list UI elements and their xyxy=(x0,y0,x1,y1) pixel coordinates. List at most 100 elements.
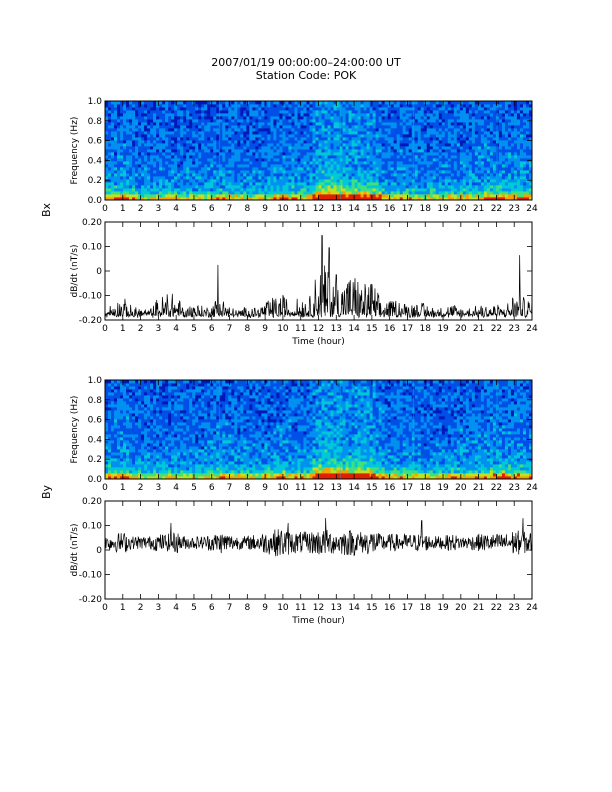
spectrogram-cell xyxy=(195,140,199,144)
spectrogram-cell xyxy=(489,119,494,123)
spectrogram-cell xyxy=(228,125,232,129)
spectrogram-cell xyxy=(192,140,196,144)
spectrogram-cell xyxy=(294,113,298,117)
spectrogram-cell xyxy=(318,104,322,108)
spectrogram-cell xyxy=(492,101,497,105)
spectrogram-cell xyxy=(432,185,437,189)
spectrogram-cell xyxy=(117,101,121,105)
spectrogram-cell xyxy=(147,161,151,165)
spectrogram-cell xyxy=(459,176,464,180)
spectrogram-cell xyxy=(324,146,328,150)
spectrogram-cell xyxy=(222,122,226,126)
spectrogram-cell xyxy=(360,197,365,200)
spectrogram-cell xyxy=(132,125,136,129)
spectrogram-cell xyxy=(198,119,202,123)
spectrogram-cell xyxy=(150,137,154,141)
spectrogram-cell xyxy=(348,152,352,156)
spectrogram-cell xyxy=(141,158,145,162)
spectrogram-cell xyxy=(234,176,238,180)
spectrogram-cell xyxy=(234,152,238,156)
spectrogram-cell xyxy=(366,140,371,144)
spectrogram-cell xyxy=(216,143,220,147)
spectrogram-cell xyxy=(174,149,178,153)
spectrogram-cell xyxy=(177,134,181,138)
spectrogram-cell xyxy=(210,125,214,129)
spectrogram-cell xyxy=(492,185,497,189)
spectrogram-cell xyxy=(366,122,371,126)
spectrogram-cell xyxy=(468,125,473,129)
spectrogram-cell xyxy=(192,164,196,168)
spectrogram-cell xyxy=(486,143,491,147)
spectrogram-cell xyxy=(327,170,331,174)
spectrogram-cell xyxy=(369,170,374,174)
spectrogram-cell xyxy=(450,146,455,150)
spectrogram-cell xyxy=(345,104,349,108)
spectrogram-cell xyxy=(378,149,383,153)
spectrogram-cell xyxy=(165,197,169,200)
spectrogram-cell xyxy=(294,146,298,150)
spectrogram-cell xyxy=(297,131,301,135)
spectrogram-cell xyxy=(222,158,226,162)
spectrogram-cell xyxy=(408,158,413,162)
spectrogram-cell xyxy=(435,191,440,195)
spectrogram-cell xyxy=(168,197,172,200)
spectrogram-cell xyxy=(333,122,337,126)
spectrogram-cell xyxy=(438,134,443,138)
spectrogram-cell xyxy=(264,146,268,150)
spectrogram-cell xyxy=(363,179,368,183)
spectrogram-cell xyxy=(390,191,395,195)
spectrogram-cell xyxy=(171,170,175,174)
spectrogram-cell xyxy=(234,110,238,114)
spectrogram-cell xyxy=(363,143,368,147)
spectrogram-cell xyxy=(165,182,169,186)
spectrogram-cell xyxy=(258,143,262,147)
spectrogram-cell xyxy=(276,152,280,156)
spectrogram-cell xyxy=(384,146,389,150)
spectrogram-cell xyxy=(516,143,521,147)
spectrogram-cell xyxy=(324,134,328,138)
spectrogram-cell xyxy=(423,158,428,162)
spectrogram-cell xyxy=(111,425,115,429)
spectrogram-cell xyxy=(363,137,368,141)
spectrogram-cell xyxy=(333,158,337,162)
spectrogram-cell xyxy=(453,155,458,159)
spectrogram-cell xyxy=(303,152,307,156)
spectrogram-cell xyxy=(222,161,226,165)
spectrogram-cell xyxy=(150,116,154,120)
spectrogram-cell xyxy=(213,173,217,177)
spectrogram-cell xyxy=(267,185,271,189)
spectrogram-cell xyxy=(234,134,238,138)
spectrogram-cell xyxy=(270,134,274,138)
spectrogram-cell xyxy=(351,128,355,132)
spectrogram-cell xyxy=(372,188,377,192)
spectrogram-cell xyxy=(273,101,277,105)
spectrogram-cell xyxy=(249,161,253,165)
spectrogram-cell xyxy=(180,185,184,189)
spectrogram-cell xyxy=(165,176,169,180)
spectrogram-cell xyxy=(234,164,238,168)
spectrogram-cell xyxy=(243,107,247,111)
spectrogram-cell xyxy=(267,161,271,165)
spectrogram-cell xyxy=(360,146,365,150)
spectrogram-cell xyxy=(426,143,431,147)
spectrogram-cell xyxy=(393,119,398,123)
spectrogram-cell xyxy=(444,146,449,150)
spectrogram-cell xyxy=(432,116,437,120)
x-tick-label: 17 xyxy=(402,204,413,214)
spectrogram-cell xyxy=(126,125,130,129)
spectrogram-cell xyxy=(114,194,118,198)
spectrogram-cell xyxy=(252,176,256,180)
spectrogram-cell xyxy=(135,110,139,114)
spectrogram-cell xyxy=(336,191,340,195)
spectrogram-cell xyxy=(270,110,274,114)
spectrogram-cell xyxy=(231,137,235,141)
spectrogram-cell xyxy=(246,167,250,171)
spectrogram-cell xyxy=(522,146,527,150)
spectrogram-cell xyxy=(222,155,226,159)
spectrogram-cell xyxy=(483,119,488,123)
spectrogram-cell xyxy=(486,128,491,132)
spectrogram-cell xyxy=(333,146,337,150)
spectrogram-cell xyxy=(105,164,109,168)
spectrogram-cell xyxy=(396,194,401,198)
spectrogram-cell xyxy=(279,128,283,132)
